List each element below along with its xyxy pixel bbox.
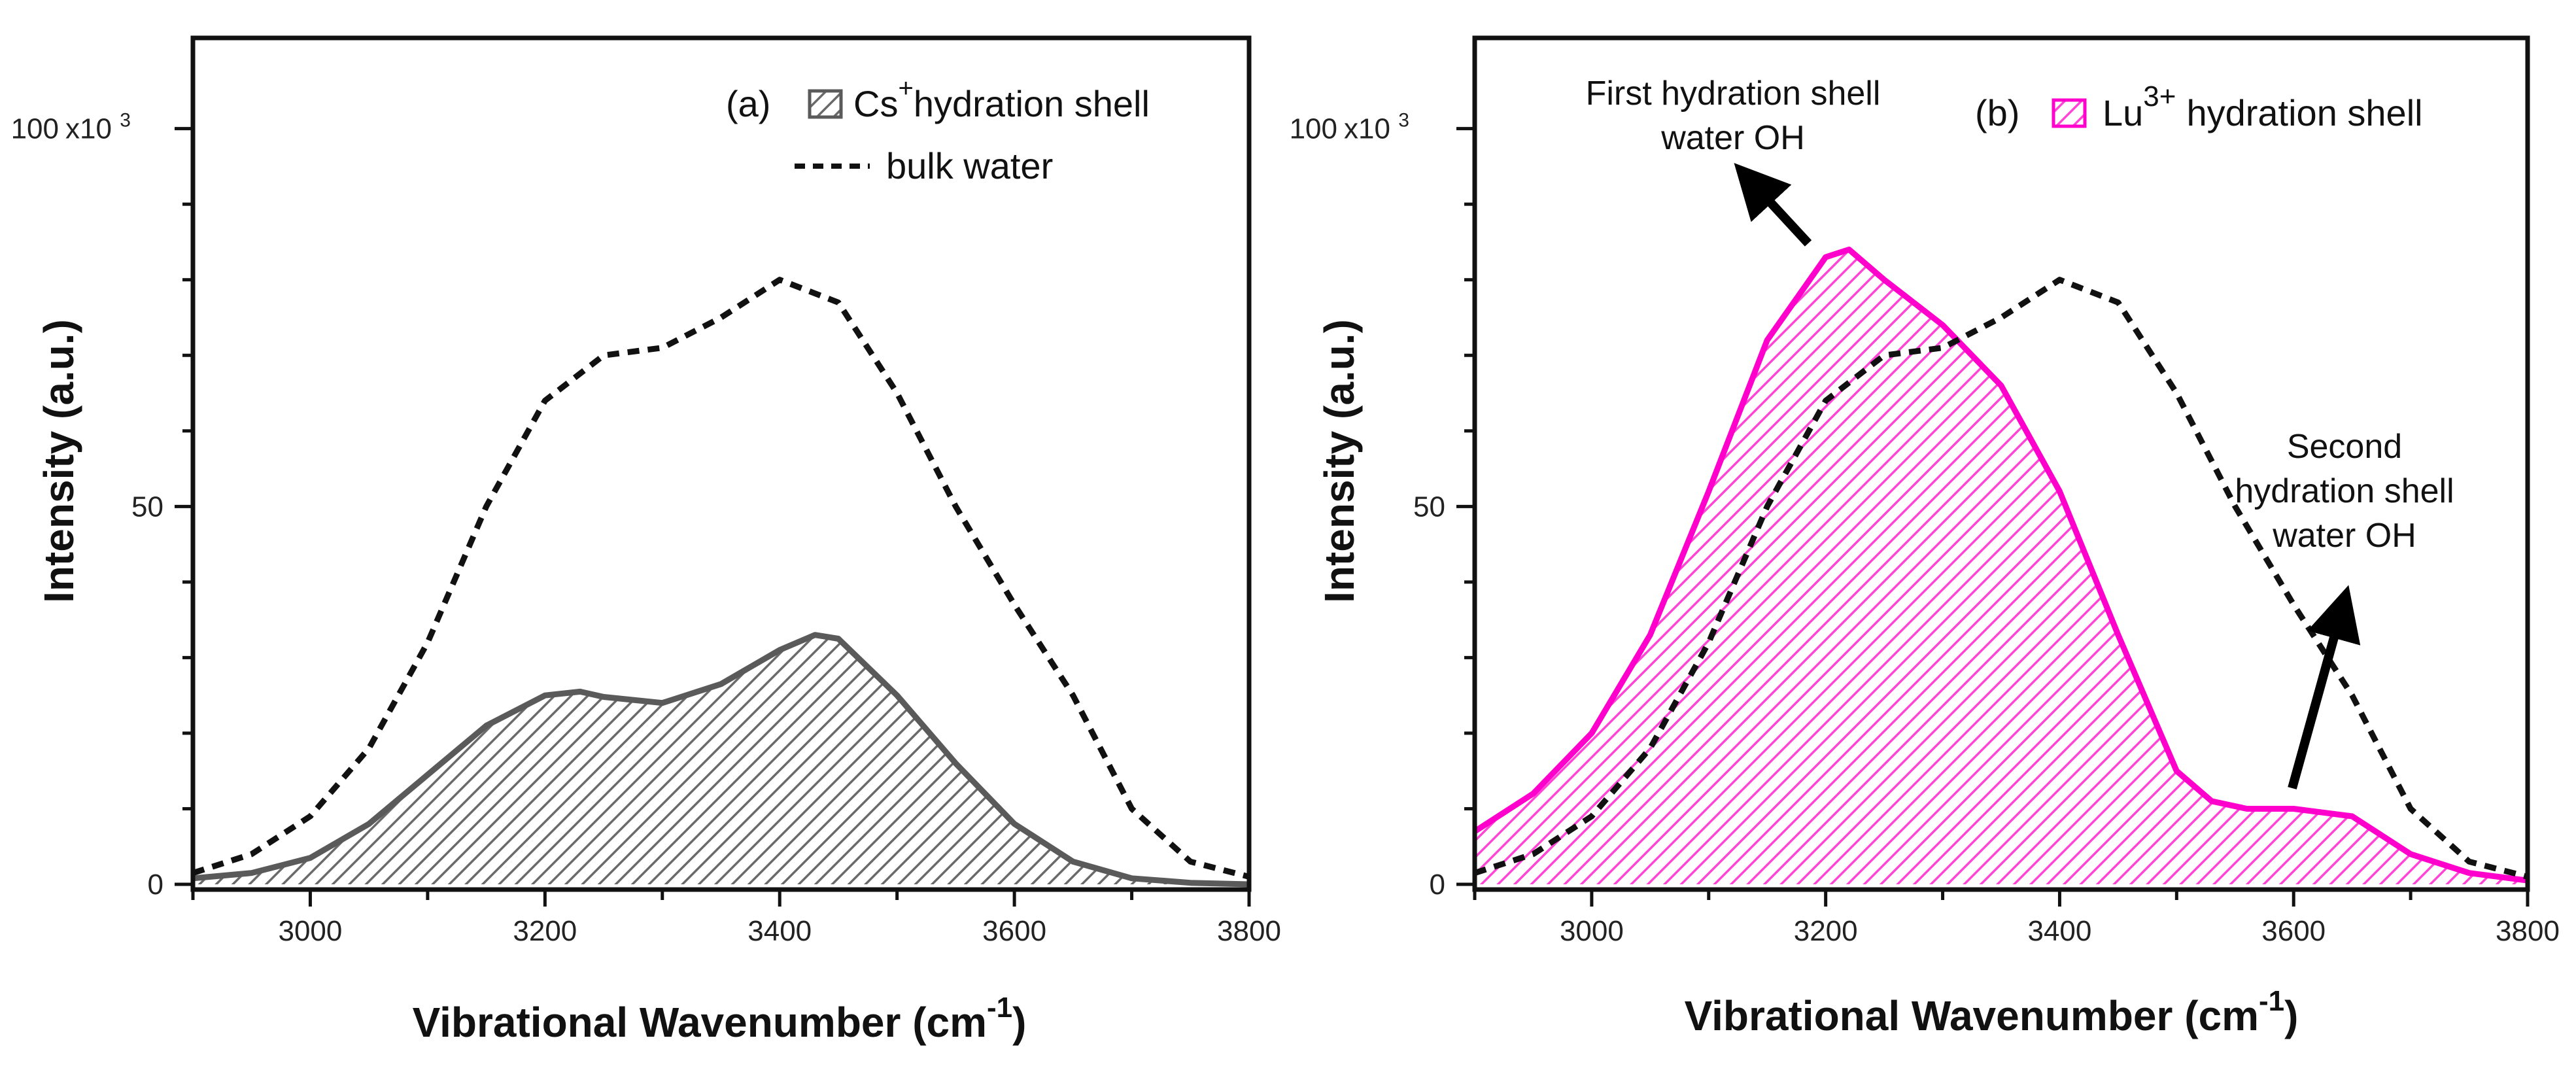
panel-b-line-layer (1473, 247, 2529, 884)
panel-b-x-tick-label-3400: 3400 (2027, 915, 2091, 947)
panel-a-x-axis-title-text: Vibrational Wavenumber (cm (413, 999, 987, 1046)
panel-b-series-lu3-hydration-shell-area (1475, 249, 2528, 884)
panel-b-legend-fill-label: Lu3+ hydration shell (2103, 80, 2423, 133)
panel-a-y-axis-title: Intensity (a.u.) (35, 319, 82, 603)
panel-b-plot-frame (1472, 35, 2530, 892)
annotation-second-shell-arrow (2288, 585, 2361, 789)
panel-a-x-tick-label-3400: 3400 (747, 915, 812, 947)
panel-a-series-cs-hydration-shell-line (192, 632, 1250, 888)
panel-b-y-multiplier: x10 3 (1344, 110, 1409, 145)
panel-a-x-tick-label-3000: 3000 (278, 915, 342, 947)
panel-b-fill-layer (1475, 249, 2528, 884)
panel-b-series-bulk-water-line (1473, 277, 2529, 880)
panel-b-x-axis-title: Vibrational Wavenumber (cm-1) (1685, 985, 2299, 1039)
svg-text:x10 3: x10 3 (1344, 110, 1409, 145)
panel-a-y-multiplier-base: x10 (65, 113, 112, 145)
panel-a-ticks: 3000 3200 3400 3600 3800 0 50 100 (11, 113, 1281, 947)
panel-b-x-axis-title-sup: -1 (2259, 985, 2284, 1017)
annotation-second-shell-line3: water OH (2272, 517, 2416, 555)
panel-b-y-tick-label-0: 0 (1430, 869, 1445, 901)
panel-a-x-axis-title-close: ) (1012, 999, 1026, 1046)
panel-a-x-axis-title-sup: -1 (987, 992, 1012, 1024)
panel-a: 3000 3200 3400 3600 3800 0 50 100 x10 3 Vibrati… (11, 35, 1281, 1046)
panel-b-x-axis-title-close: ) (2284, 992, 2298, 1039)
panel-a-x-tick-label-3800: 3800 (1217, 915, 1281, 947)
panel-a-line-layer (192, 277, 1250, 888)
panel-a-x-tick-label-3200: 3200 (513, 915, 577, 947)
panel-b-y-multiplier-base: x10 (1344, 113, 1390, 145)
panel-a-series-bulk-water-line (192, 277, 1250, 880)
annotation-first-shell-line2: water OH (1660, 119, 1805, 157)
panel-a-y-multiplier-exp: 3 (120, 110, 131, 131)
panel-a-legend-fill-suffix: hydration shell (914, 83, 1150, 124)
annotation-first-shell: First hydration shell water OH (1586, 75, 1881, 247)
panel-b-y-multiplier-exp: 3 (1398, 110, 1409, 131)
panel-a-y-tick-label-50: 50 (131, 491, 163, 523)
panel-b-x-tick-label-3800: 3800 (2496, 915, 2560, 947)
panel-b-label: (b) (1975, 92, 2019, 133)
panel-a-legend-fill-label: Cs+hydration shell (853, 74, 1150, 124)
panel-a-x-tick-label-3600: 3600 (982, 915, 1046, 947)
panel-a-legend-swatch-fill (808, 89, 843, 119)
panel-a-label: (a) (726, 83, 770, 124)
annotation-second-shell: Second hydration shell water OH (2235, 428, 2454, 789)
panel-a-legend: (a) Cs+hydration shell bulk water (726, 74, 1150, 186)
panel-a-legend-ion-sup: + (898, 74, 913, 103)
panel-a-y-tick-label-0: 0 (148, 869, 163, 901)
panel-a-fill-layer (193, 634, 1249, 884)
panel-b-legend-swatch-fill (2052, 98, 2087, 128)
panel-b-y-axis-title: Intensity (a.u.) (1316, 319, 1363, 603)
panel-a-series-cs-hydration-shell-area (193, 634, 1249, 884)
panel-b-y-tick-label-50: 50 (1413, 491, 1445, 523)
svg-text:x10 3: x10 3 (65, 110, 131, 145)
panel-a-legend-ion: Cs (853, 83, 898, 124)
panel-b-ticks: 3000 3200 3400 3600 3800 0 50 100 (1290, 113, 2560, 947)
panel-a-y-multiplier: x10 3 (65, 110, 131, 145)
panel-b-x-tick-label-3600: 3600 (2261, 915, 2326, 947)
panel-b-y-tick-label-100: 100 (1290, 113, 1337, 145)
panel-a-plot-frame (190, 35, 1252, 892)
annotation-first-shell-line1: First hydration shell (1586, 75, 1881, 113)
panel-a-legend-line-label: bulk water (886, 145, 1053, 186)
panel-a-x-axis-title: Vibrational Wavenumber (cm-1) (413, 992, 1027, 1046)
annotation-first-shell-arrow (1734, 163, 1812, 247)
panel-b-x-axis-title-text: Vibrational Wavenumber (cm (1685, 992, 2259, 1039)
panel-b-x-tick-label-3000: 3000 (1560, 915, 1624, 947)
panel-b-legend: (b) Lu3+ hydration shell (1975, 80, 2423, 133)
panel-a-y-tick-label-100: 100 (11, 113, 59, 145)
panel-b-x-tick-label-3200: 3200 (1794, 915, 1858, 947)
annotation-second-shell-line2: hydration shell (2235, 472, 2454, 510)
panel-b-legend-ion-sup: 3+ (2143, 80, 2176, 113)
panel-b: 3000 3200 3400 3600 3800 0 50 100 x10 3 Vibrati… (1290, 35, 2560, 1039)
panel-b-series-lu3-hydration-shell-line (1473, 247, 2528, 884)
panel-b-legend-ion: Lu (2103, 92, 2143, 133)
annotation-second-shell-line1: Second (2287, 428, 2402, 466)
panel-b-legend-fill-suffix: hydration shell (2186, 92, 2422, 133)
